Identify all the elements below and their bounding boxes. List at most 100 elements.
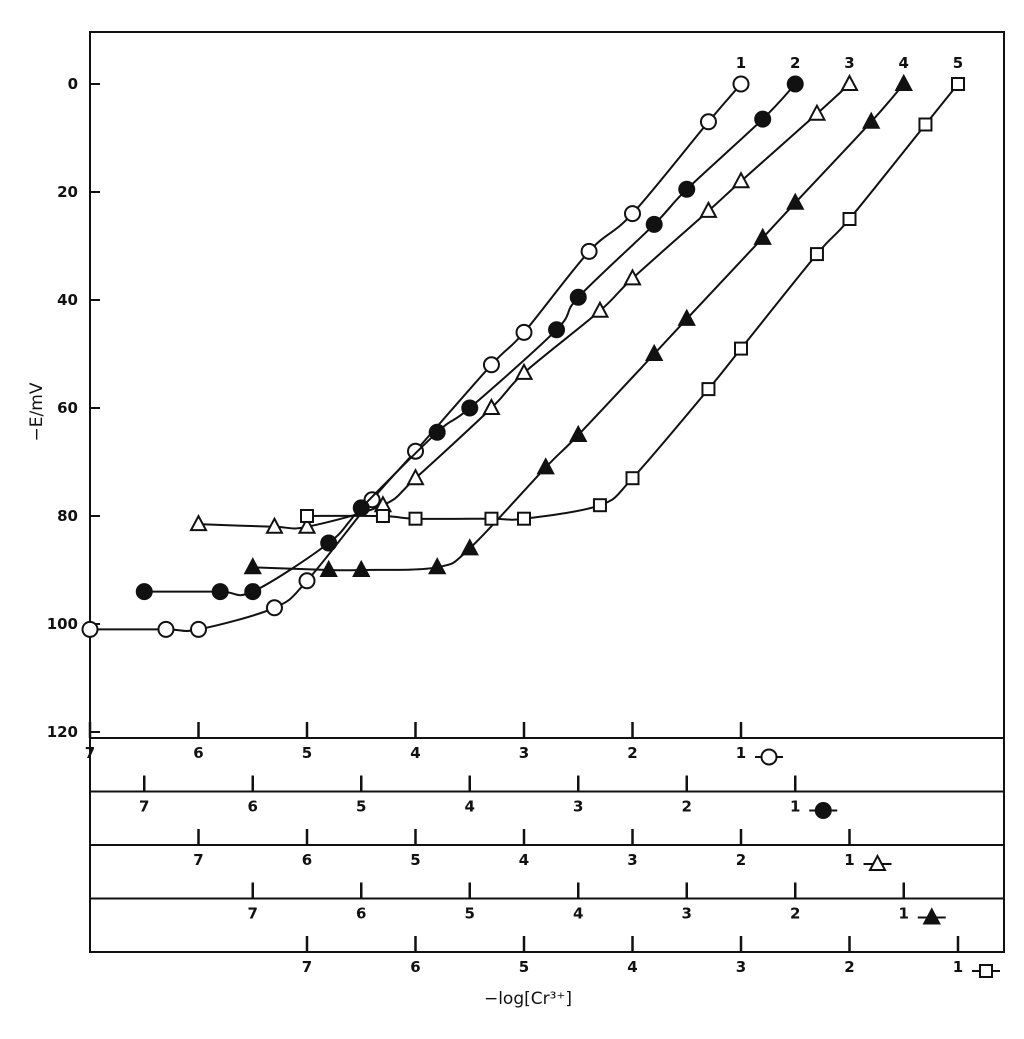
x-tick-label: 6 (410, 958, 420, 976)
x-tick-label: 4 (573, 905, 583, 923)
scale-key-marker (922, 907, 941, 925)
x-tick-label: 4 (627, 958, 637, 976)
x-tick-label: 5 (465, 905, 475, 923)
x-tick-label: 2 (736, 851, 746, 869)
x-tick-label: 2 (844, 958, 854, 976)
data-point-1 (580, 242, 598, 260)
data-point-4 (352, 559, 371, 577)
data-point-3 (590, 300, 610, 318)
x-tick-label: 4 (410, 744, 420, 762)
data-point-1 (190, 620, 207, 638)
x-tick-label: 3 (682, 905, 692, 923)
data-point-1 (482, 356, 500, 374)
x-tick-label: 4 (519, 851, 529, 869)
data-point-2 (244, 583, 262, 601)
data-point-4 (460, 538, 479, 556)
scale-key-marker (760, 748, 778, 766)
data-point-5 (701, 382, 716, 397)
data-point-4 (243, 557, 262, 575)
data-point-5 (842, 212, 857, 226)
curve-label-4: 4 (899, 54, 909, 72)
data-point-3 (731, 171, 751, 189)
data-point-2 (320, 534, 338, 552)
x-tick-label: 2 (790, 905, 800, 923)
data-point-5 (918, 117, 933, 132)
data-point-4 (319, 559, 338, 577)
data-point-5 (300, 509, 314, 523)
y-tick-label: 20 (57, 183, 78, 201)
data-point-1 (515, 323, 533, 341)
data-point-1 (699, 113, 717, 131)
y-axis: 0 20 40 60 80 100 120 (47, 75, 100, 741)
x-tick-label: 7 (139, 798, 149, 816)
x-tick-label: 7 (248, 905, 258, 923)
data-point-3 (699, 200, 718, 218)
x-tick-label: 7 (302, 958, 312, 976)
y-tick-label: 120 (47, 723, 78, 741)
x-tick-label: 6 (302, 851, 312, 869)
x-tick-label: 6 (356, 905, 366, 923)
scale-key-marker (814, 802, 832, 819)
data-point-3 (265, 516, 284, 534)
data-point-2 (786, 75, 804, 93)
data-point-3 (406, 468, 425, 486)
plot-border (89, 31, 1005, 953)
plot-frame (89, 31, 1005, 953)
data-point-2 (461, 399, 479, 417)
y-tick-label: 0 (68, 75, 78, 93)
series-line-3 (198, 83, 851, 530)
series-line-1 (90, 83, 742, 632)
data-point-3 (623, 268, 642, 286)
x-tick-label: 1 (953, 958, 963, 976)
scale-key-marker (979, 964, 993, 978)
x-axis-scales: 7 6 5 4 3 2 1 7 6 5 4 3 2 1 7 6 5 4 3 2 1 7 6 5 4 3 2 1 7 6 5 4 3 2 1 (85, 722, 1004, 978)
data-point-3 (482, 397, 501, 415)
series-layer: 1 2 3 4 5 (81, 54, 965, 638)
curve-label-2: 2 (790, 54, 800, 72)
data-point-2 (135, 583, 153, 601)
x-tick-label: 1 (736, 744, 746, 762)
data-point-2 (645, 215, 663, 233)
data-point-1 (407, 442, 424, 460)
x-tick-label: 2 (627, 744, 637, 762)
series-line-5 (306, 83, 959, 521)
data-point-2 (428, 423, 446, 441)
y-tick-label: 40 (57, 291, 78, 309)
scale-key-marker (868, 853, 887, 871)
data-point-4 (645, 343, 664, 361)
data-point-3 (840, 73, 859, 91)
data-point-2 (211, 583, 229, 601)
x-tick-label: 3 (573, 798, 583, 816)
data-point-5 (517, 511, 531, 526)
y-tick-label: 60 (57, 399, 78, 417)
data-point-1 (624, 205, 641, 223)
data-point-4 (786, 192, 805, 210)
y-axis-label: −E/mV (27, 382, 47, 441)
x-tick-label: 3 (627, 851, 637, 869)
data-point-5 (375, 509, 390, 523)
x-tick-label: 5 (356, 798, 366, 816)
x-tick-label: 6 (193, 744, 203, 762)
data-point-5 (809, 247, 824, 262)
x-tick-label: 1 (844, 851, 854, 869)
data-point-4 (862, 111, 881, 129)
x-tick-label: 1 (899, 905, 909, 923)
y-tick-label: 80 (57, 507, 78, 525)
data-point-4 (894, 73, 913, 91)
data-point-1 (157, 620, 175, 638)
data-point-4 (536, 457, 555, 475)
x-tick-label: 5 (410, 851, 420, 869)
series-line-4 (252, 83, 905, 572)
data-point-1 (298, 572, 316, 590)
data-point-1 (81, 620, 99, 638)
curve-label-5: 5 (953, 54, 963, 72)
data-point-2 (569, 288, 587, 306)
data-point-4 (428, 557, 447, 575)
data-point-5 (484, 511, 499, 526)
data-point-3 (297, 516, 317, 534)
data-point-3 (189, 513, 208, 532)
data-point-5 (625, 471, 640, 486)
x-tick-label: 5 (302, 744, 312, 762)
x-tick-label: 5 (519, 958, 529, 976)
